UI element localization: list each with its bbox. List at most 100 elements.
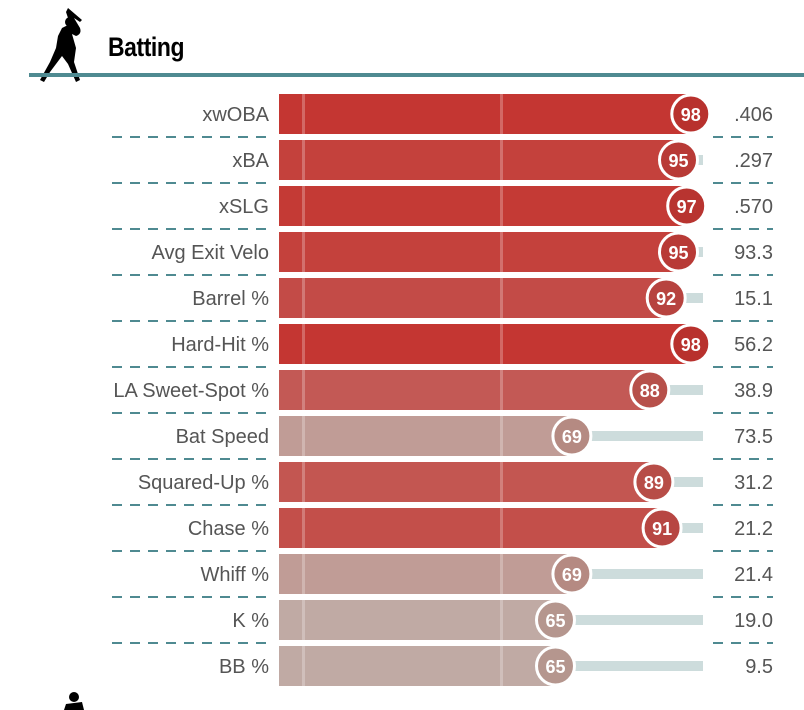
reference-line (302, 462, 305, 502)
metric-value: 19.0 (734, 610, 773, 632)
metric-label: Avg Exit Velo (152, 242, 269, 264)
percentile-track (571, 431, 703, 441)
metric-label: LA Sweet-Spot % (113, 380, 269, 402)
percentile-badge (666, 185, 708, 227)
percentile-value: 98 (681, 105, 701, 125)
metric-label: xSLG (219, 196, 269, 218)
percentile-value: 95 (668, 151, 688, 171)
header-rule (29, 73, 804, 77)
percentile-value: 65 (545, 657, 565, 677)
metric-row: 89 Squared-Up % 31.2 (112, 461, 773, 506)
percentile-value: 92 (656, 289, 676, 309)
metric-label: xwOBA (202, 104, 269, 126)
percentile-value: 69 (562, 565, 582, 585)
reference-line (500, 370, 503, 410)
percentile-badge (658, 139, 699, 181)
percentile-badge (658, 231, 699, 273)
percentile-badge (670, 93, 712, 135)
reference-line (302, 186, 305, 226)
metric-value: 73.5 (734, 426, 773, 448)
percentile-badge (551, 415, 593, 457)
percentile-bar (279, 462, 654, 502)
metric-value: 56.2 (734, 334, 773, 356)
metric-row: 65 BB % 9.5 (219, 645, 773, 687)
reference-line (302, 646, 305, 686)
reference-line (500, 232, 503, 272)
metric-label: Barrel % (192, 288, 269, 310)
metric-label: Whiff % (200, 564, 269, 586)
metric-value: 21.4 (734, 564, 773, 586)
metric-label: BB % (219, 656, 269, 678)
reference-line (500, 186, 503, 226)
metric-value: .297 (734, 150, 773, 172)
metric-value: 38.9 (734, 380, 773, 402)
percentile-value: 98 (681, 335, 701, 355)
metric-label: K % (232, 610, 269, 632)
metric-value: 9.5 (745, 656, 773, 678)
percentile-bar (279, 94, 691, 134)
section-title: Batting (108, 32, 185, 62)
reference-line (302, 278, 305, 318)
reference-line (500, 508, 503, 548)
metric-row: 92 Barrel % 15.1 (112, 277, 773, 322)
percentile-badge (633, 461, 675, 503)
reference-line (500, 646, 503, 686)
reference-line (500, 324, 503, 364)
metric-value: .406 (734, 104, 773, 126)
metric-label: Chase % (188, 518, 269, 540)
percentile-bar (279, 416, 572, 456)
batter-silhouette-icon (40, 8, 82, 82)
reference-line (302, 232, 305, 272)
metric-label: Hard-Hit % (171, 334, 269, 356)
reference-line (500, 416, 503, 456)
metric-row: 91 Chase % 21.2 (112, 507, 773, 552)
reference-line (302, 554, 305, 594)
reference-line (302, 508, 305, 548)
reference-line (500, 94, 503, 134)
reference-line (302, 324, 305, 364)
percentile-bar (279, 140, 679, 180)
percentile-bar (279, 554, 572, 594)
percentile-track (571, 569, 703, 579)
reference-line (302, 370, 305, 410)
percentile-bar (279, 186, 687, 226)
metric-value: 31.2 (734, 472, 773, 494)
metric-value: .570 (734, 196, 773, 218)
reference-line (500, 462, 503, 502)
reference-line (500, 554, 503, 594)
metric-row: 98 Hard-Hit % 56.2 (112, 323, 773, 368)
metric-label: Squared-Up % (138, 472, 269, 494)
metric-row: 97 xSLG .570 (112, 185, 773, 230)
metric-row: 98 xwOBA .406 (112, 93, 773, 138)
reference-line (302, 416, 305, 456)
reference-line (302, 140, 305, 180)
reference-line (500, 600, 503, 640)
percentile-value: 89 (644, 473, 664, 493)
percentile-value: 65 (545, 611, 565, 631)
percentile-value: 97 (677, 197, 697, 217)
reference-line (302, 94, 305, 134)
metric-row: 65 K % 19.0 (112, 599, 773, 644)
percentile-bar (279, 232, 679, 272)
reference-line (302, 600, 305, 640)
percentile-badge (670, 323, 712, 365)
percentile-track (649, 385, 703, 395)
metric-value: 21.2 (734, 518, 773, 540)
metric-value: 15.1 (734, 288, 773, 310)
metric-row: 88 LA Sweet-Spot % 38.9 (112, 369, 773, 414)
percentile-bar (279, 508, 663, 548)
percentile-bar (279, 600, 556, 640)
percentile-badge (641, 507, 683, 549)
metric-row: 69 Bat Speed 73.5 (112, 415, 773, 460)
percentile-badge (535, 645, 576, 687)
metric-label: xBA (232, 150, 269, 172)
percentile-track (555, 615, 703, 625)
percentile-badge (629, 369, 671, 411)
metric-value: 93.3 (734, 242, 773, 264)
percentile-value: 91 (652, 519, 672, 539)
metric-label: Bat Speed (176, 426, 269, 448)
percentile-badge (551, 553, 593, 595)
percentile-value: 88 (640, 381, 660, 401)
reference-line (500, 278, 503, 318)
pitcher-silhouette-icon (64, 692, 84, 710)
